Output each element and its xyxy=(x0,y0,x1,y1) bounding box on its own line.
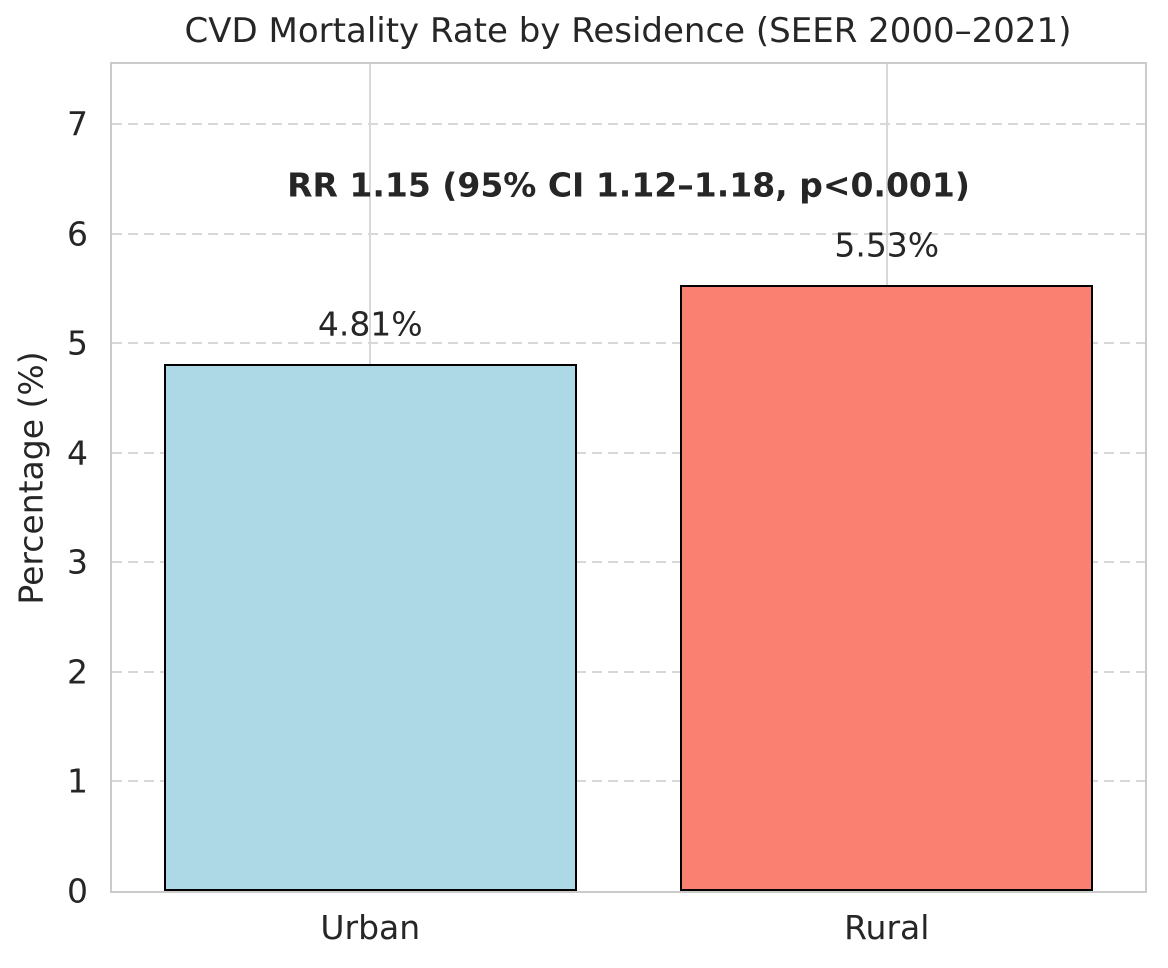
y-tick-label-3: 3 xyxy=(67,542,88,582)
y-gridline-6 xyxy=(112,232,1145,235)
y-gridline-4 xyxy=(112,451,1145,454)
y-tick-label-5: 5 xyxy=(67,323,88,363)
value-label-rural: 5.53% xyxy=(834,225,940,265)
x-tick-label-urban: Urban xyxy=(320,908,421,947)
y-gridline-5 xyxy=(112,342,1145,345)
y-gridline-2 xyxy=(112,670,1145,673)
y-gridline-3 xyxy=(112,561,1145,564)
y-gridline-7 xyxy=(112,123,1145,126)
y-tick-label-2: 2 xyxy=(67,652,88,692)
y-tick-label-0: 0 xyxy=(67,871,88,911)
y-tick-label-4: 4 xyxy=(67,433,88,473)
y-gridline-1 xyxy=(112,780,1145,783)
value-label-urban: 4.81% xyxy=(317,304,423,344)
chart-title: CVD Mortality Rate by Residence (SEER 20… xyxy=(184,11,1072,51)
y-tick-label-1: 1 xyxy=(67,761,88,801)
y-tick-label-7: 7 xyxy=(67,104,88,144)
x-tick-label-rural: Rural xyxy=(844,908,930,947)
plot-area: RR 1.15 (95% CI 1.12–1.18, p<0.001) 4.81… xyxy=(110,62,1147,893)
stats-annotation: RR 1.15 (95% CI 1.12–1.18, p<0.001) xyxy=(287,165,970,205)
y-tick-label-6: 6 xyxy=(67,214,88,254)
bar-urban xyxy=(163,364,577,891)
bar-rural xyxy=(680,285,1094,891)
